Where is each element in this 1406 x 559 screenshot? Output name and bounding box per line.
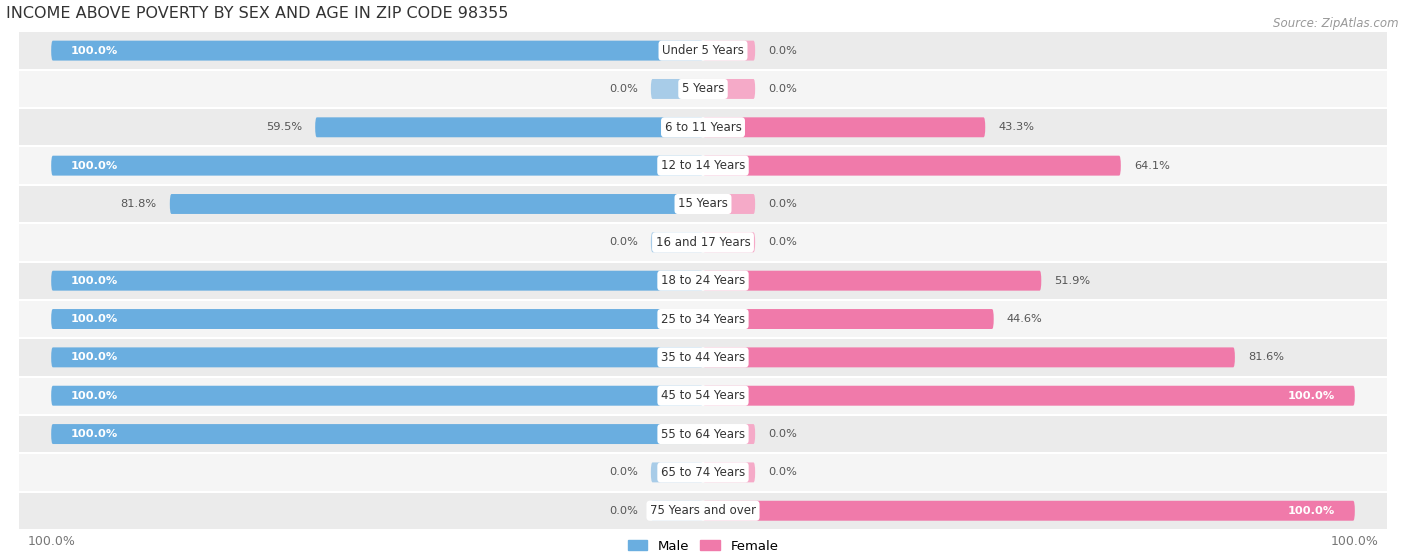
FancyBboxPatch shape bbox=[703, 309, 994, 329]
Text: 100.0%: 100.0% bbox=[70, 160, 118, 170]
Text: 100.0%: 100.0% bbox=[70, 352, 118, 362]
Text: 25 to 34 Years: 25 to 34 Years bbox=[661, 312, 745, 325]
FancyBboxPatch shape bbox=[51, 271, 703, 291]
Text: 0.0%: 0.0% bbox=[768, 467, 797, 477]
Text: 43.3%: 43.3% bbox=[998, 122, 1035, 132]
FancyBboxPatch shape bbox=[51, 347, 703, 367]
Text: 65 to 74 Years: 65 to 74 Years bbox=[661, 466, 745, 479]
Legend: Male, Female: Male, Female bbox=[623, 534, 783, 558]
FancyBboxPatch shape bbox=[51, 424, 703, 444]
FancyBboxPatch shape bbox=[51, 386, 703, 406]
Text: 100.0%: 100.0% bbox=[70, 391, 118, 401]
Text: 81.8%: 81.8% bbox=[121, 199, 157, 209]
FancyBboxPatch shape bbox=[703, 347, 1234, 367]
Bar bbox=[18, 146, 1388, 185]
Text: 64.1%: 64.1% bbox=[1133, 160, 1170, 170]
Text: 0.0%: 0.0% bbox=[609, 84, 638, 94]
Text: 45 to 54 Years: 45 to 54 Years bbox=[661, 389, 745, 402]
Text: 100.0%: 100.0% bbox=[1288, 391, 1336, 401]
Text: 0.0%: 0.0% bbox=[768, 84, 797, 94]
Bar bbox=[18, 108, 1388, 146]
Bar bbox=[18, 338, 1388, 377]
Text: 100.0%: 100.0% bbox=[70, 276, 118, 286]
Bar bbox=[18, 185, 1388, 223]
Bar bbox=[18, 453, 1388, 491]
FancyBboxPatch shape bbox=[51, 309, 703, 329]
Text: 12 to 14 Years: 12 to 14 Years bbox=[661, 159, 745, 172]
Bar bbox=[18, 262, 1388, 300]
FancyBboxPatch shape bbox=[703, 233, 755, 252]
Text: 0.0%: 0.0% bbox=[609, 467, 638, 477]
FancyBboxPatch shape bbox=[170, 194, 703, 214]
Text: 0.0%: 0.0% bbox=[609, 506, 638, 516]
Text: Source: ZipAtlas.com: Source: ZipAtlas.com bbox=[1274, 17, 1399, 30]
FancyBboxPatch shape bbox=[651, 462, 703, 482]
FancyBboxPatch shape bbox=[51, 155, 703, 176]
Text: Under 5 Years: Under 5 Years bbox=[662, 44, 744, 57]
FancyBboxPatch shape bbox=[651, 79, 703, 99]
FancyBboxPatch shape bbox=[703, 462, 755, 482]
Text: 5 Years: 5 Years bbox=[682, 83, 724, 96]
Text: 100.0%: 100.0% bbox=[70, 429, 118, 439]
FancyBboxPatch shape bbox=[703, 271, 1042, 291]
Bar bbox=[18, 377, 1388, 415]
Bar bbox=[18, 300, 1388, 338]
FancyBboxPatch shape bbox=[703, 424, 755, 444]
Text: 59.5%: 59.5% bbox=[266, 122, 302, 132]
FancyBboxPatch shape bbox=[703, 386, 1355, 406]
Text: 18 to 24 Years: 18 to 24 Years bbox=[661, 274, 745, 287]
Bar bbox=[18, 223, 1388, 262]
Bar bbox=[18, 31, 1388, 70]
Text: 75 Years and over: 75 Years and over bbox=[650, 504, 756, 517]
FancyBboxPatch shape bbox=[51, 41, 703, 60]
Text: 0.0%: 0.0% bbox=[768, 429, 797, 439]
Text: 0.0%: 0.0% bbox=[768, 238, 797, 247]
Bar bbox=[18, 70, 1388, 108]
Text: 44.6%: 44.6% bbox=[1007, 314, 1042, 324]
Text: 51.9%: 51.9% bbox=[1054, 276, 1091, 286]
Text: 35 to 44 Years: 35 to 44 Years bbox=[661, 351, 745, 364]
Text: 16 and 17 Years: 16 and 17 Years bbox=[655, 236, 751, 249]
Text: 15 Years: 15 Years bbox=[678, 197, 728, 211]
FancyBboxPatch shape bbox=[703, 41, 755, 60]
Bar bbox=[18, 491, 1388, 530]
FancyBboxPatch shape bbox=[703, 79, 755, 99]
Bar bbox=[18, 415, 1388, 453]
Text: 100.0%: 100.0% bbox=[70, 314, 118, 324]
FancyBboxPatch shape bbox=[703, 155, 1121, 176]
Text: 6 to 11 Years: 6 to 11 Years bbox=[665, 121, 741, 134]
Text: 100.0%: 100.0% bbox=[70, 46, 118, 55]
FancyBboxPatch shape bbox=[651, 501, 703, 521]
Text: 0.0%: 0.0% bbox=[609, 238, 638, 247]
Text: 0.0%: 0.0% bbox=[768, 199, 797, 209]
FancyBboxPatch shape bbox=[703, 194, 755, 214]
Text: 81.6%: 81.6% bbox=[1249, 352, 1284, 362]
Text: 55 to 64 Years: 55 to 64 Years bbox=[661, 428, 745, 440]
FancyBboxPatch shape bbox=[703, 501, 1355, 521]
Text: 100.0%: 100.0% bbox=[1288, 506, 1336, 516]
Text: INCOME ABOVE POVERTY BY SEX AND AGE IN ZIP CODE 98355: INCOME ABOVE POVERTY BY SEX AND AGE IN Z… bbox=[6, 6, 508, 21]
Text: 0.0%: 0.0% bbox=[768, 46, 797, 55]
FancyBboxPatch shape bbox=[651, 233, 703, 252]
FancyBboxPatch shape bbox=[315, 117, 703, 138]
FancyBboxPatch shape bbox=[703, 117, 986, 138]
